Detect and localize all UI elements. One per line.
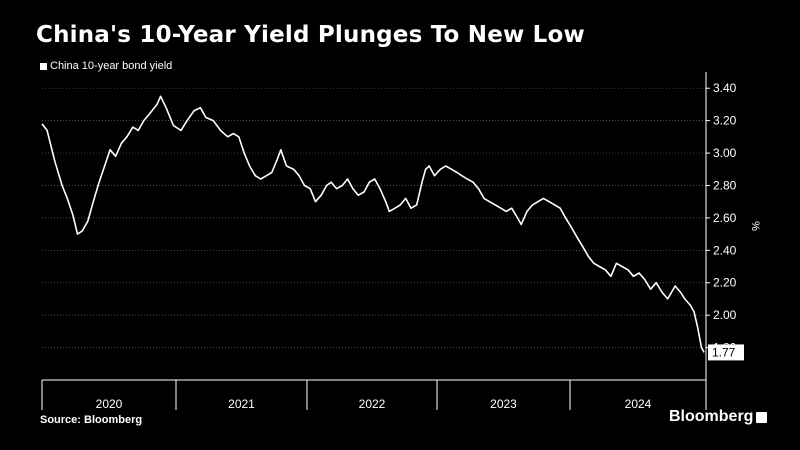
- series-line: [41, 95, 705, 353]
- y-tick-label: 2.80: [713, 178, 737, 192]
- x-tick-label: 2022: [359, 397, 386, 411]
- axes: [42, 72, 707, 381]
- y-axis-unit-label: %: [749, 221, 761, 231]
- y-tick-label: 3.00: [713, 146, 737, 160]
- brand-logo: Bloomberg: [669, 408, 768, 426]
- y-tick-label: 3.20: [713, 114, 737, 128]
- x-tick-label: 2020: [96, 397, 123, 411]
- legend: China 10-year bond yield: [40, 60, 172, 72]
- last-value-label-group: 1.77: [708, 344, 744, 361]
- y-tick-label: 2.20: [713, 276, 737, 290]
- x-axis-ticks: 2020 2021 2022 2023 2024: [41, 380, 707, 411]
- source-note: Source: Bloomberg: [40, 414, 143, 426]
- gridlines: [42, 87, 706, 348]
- legend-swatch: [40, 62, 47, 70]
- brand-name: Bloomberg: [669, 408, 754, 425]
- x-tick-label: 2023: [490, 397, 517, 411]
- y-tick-label: 2.00: [713, 308, 737, 322]
- y-axis-ticks: 3.403.203.002.802.602.402.202.001.80%: [706, 81, 761, 355]
- x-tick-label: 2024: [625, 397, 652, 411]
- series-group: [41, 95, 705, 353]
- x-tick-label: 2021: [228, 397, 255, 411]
- chart-title: China's 10-Year Yield Plunges To New Low: [36, 22, 585, 48]
- y-tick-label: 2.40: [713, 243, 737, 257]
- legend-label: China 10-year bond yield: [50, 60, 173, 72]
- brand-chart-icon: [756, 411, 768, 423]
- last-value-label: 1.77: [712, 345, 736, 359]
- y-tick-label: 3.40: [713, 81, 737, 95]
- y-tick-label: 2.60: [713, 211, 737, 225]
- last-value-box: [708, 344, 744, 361]
